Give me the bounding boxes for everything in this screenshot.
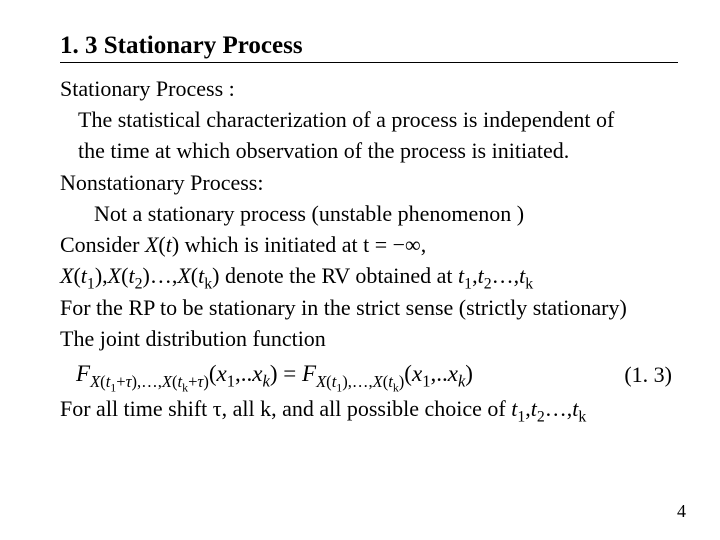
sym-x: x (252, 361, 262, 386)
paren: ( (73, 263, 80, 288)
sym-tau: τ (126, 372, 132, 391)
txt: ( (158, 232, 165, 257)
paren: ( (191, 263, 198, 288)
txt: ) which is initiated at t = −∞, (172, 232, 426, 257)
equation-row: FX(t1+τ),…,X(tk+τ)(x1,..xk) = FX(t1),…,X… (60, 354, 678, 393)
sym-X: X (316, 372, 326, 391)
sym-X: X (373, 372, 383, 391)
line-strict: For the RP to be stationary in the stric… (60, 292, 678, 323)
slide-page: 1. 3 Stationary Process Stationary Proce… (0, 0, 720, 540)
var-X: X (145, 232, 158, 257)
var-X: X (60, 263, 73, 288)
sub-k: k (578, 408, 586, 425)
line-stationary-head: Stationary Process : (60, 73, 678, 104)
sub-k: k (525, 276, 533, 293)
page-number: 4 (677, 501, 686, 522)
sym-x: x (217, 361, 227, 386)
txt: denote the RV obtained at (219, 263, 458, 288)
line-nonstat-def: Not a stationary process (unstable pheno… (60, 198, 678, 229)
sub-1: 1 (87, 276, 95, 293)
sub-k: k (204, 276, 212, 293)
sym-X: X (162, 372, 172, 391)
section-title: 1. 3 Stationary Process (60, 32, 678, 63)
line-rv-list: X(t1),X(t2)…,X(tk) denote the RV obtaine… (60, 260, 678, 291)
sym-k: k (393, 380, 399, 394)
dots: …, (150, 263, 178, 288)
line-consider: Consider X(t) which is initiated at t = … (60, 229, 678, 260)
dots: …, (545, 396, 573, 421)
sym-x: x (412, 361, 422, 386)
line-joint: The joint distribution function (60, 323, 678, 354)
line-nonstat-head: Nonstationary Process: (60, 167, 678, 198)
body-text: Stationary Process : The statistical cha… (60, 73, 678, 424)
sym-X: X (90, 372, 100, 391)
sym-k: k (182, 380, 188, 394)
sym-k: k (263, 372, 270, 391)
joint-dist-equation: FX(t1+τ),…,X(tk+τ)(x1,..xk) = FX(t1),…,X… (60, 358, 473, 391)
txt: For all time shift τ, all k, and all pos… (60, 396, 511, 421)
sub-2: 2 (484, 276, 492, 293)
line-def-2: the time at which observation of the pro… (60, 135, 678, 166)
dots: …, (492, 263, 520, 288)
sym-tau: τ (197, 372, 203, 391)
var-X: X (177, 263, 190, 288)
line-forall: For all time shift τ, all k, and all pos… (60, 393, 678, 424)
sym-F: F (302, 361, 316, 386)
line-def-1: The statistical characterization of a pr… (60, 104, 678, 135)
sym-x: x (448, 361, 458, 386)
txt: Consider (60, 232, 145, 257)
sub-1: 1 (464, 276, 472, 293)
equation-number: (1. 3) (624, 359, 678, 390)
sym-F: F (76, 361, 90, 386)
paren: ) (142, 263, 149, 288)
sub-2: 2 (537, 408, 545, 425)
var-X: X (108, 263, 121, 288)
